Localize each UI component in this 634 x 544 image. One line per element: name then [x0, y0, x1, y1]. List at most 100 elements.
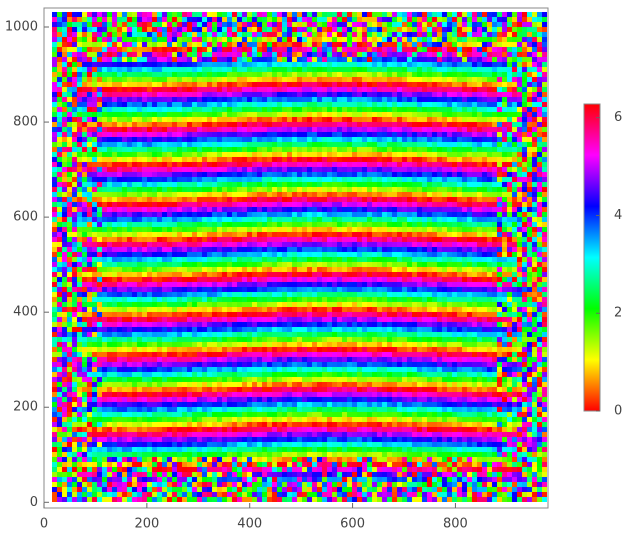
phase-cell [202, 172, 207, 177]
phase-cell [347, 257, 352, 262]
phase-cell [222, 157, 227, 162]
phase-cell [267, 127, 272, 132]
phase-cell [207, 147, 212, 152]
phase-cell [67, 122, 72, 127]
phase-cell [52, 127, 57, 132]
phase-cell [162, 187, 167, 192]
phase-cell [317, 137, 322, 142]
phase-cell [327, 237, 332, 242]
phase-cell [202, 57, 207, 62]
phase-cell [252, 67, 257, 72]
phase-cell [357, 177, 362, 182]
phase-cell [242, 137, 247, 142]
phase-cell [507, 62, 512, 67]
phase-cell [497, 27, 502, 32]
phase-cell [257, 127, 262, 132]
phase-cell [127, 232, 132, 237]
phase-cell [447, 12, 452, 17]
phase-cell [497, 207, 502, 212]
phase-cell [402, 257, 407, 262]
phase-cell [247, 67, 252, 72]
phase-cell [537, 252, 542, 257]
phase-cell [177, 227, 182, 232]
phase-cell [222, 242, 227, 247]
phase-cell [117, 77, 122, 82]
phase-cell [322, 92, 327, 97]
phase-cell [72, 257, 77, 262]
phase-cell [162, 237, 167, 242]
phase-cell [127, 252, 132, 257]
phase-cell [217, 172, 222, 177]
phase-cell [122, 52, 127, 57]
phase-cell [522, 77, 527, 82]
phase-cell [502, 77, 507, 82]
phase-cell [127, 37, 132, 42]
phase-cell [297, 197, 302, 202]
phase-cell [97, 137, 102, 142]
phase-cell [87, 102, 92, 107]
phase-cell [427, 42, 432, 47]
phase-cell [347, 162, 352, 167]
phase-cell [302, 167, 307, 172]
phase-cell [87, 252, 92, 257]
phase-cell [92, 247, 97, 252]
phase-cell [257, 42, 262, 47]
phase-cell [457, 182, 462, 187]
phase-cell [297, 217, 302, 222]
phase-cell [237, 232, 242, 237]
phase-cell [437, 147, 442, 152]
phase-cell [497, 187, 502, 192]
phase-cell [147, 97, 152, 102]
phase-cell [382, 47, 387, 52]
phase-cell [157, 182, 162, 187]
phase-cell [412, 82, 417, 87]
phase-cell [102, 17, 107, 22]
phase-cell [432, 97, 437, 102]
phase-cell [127, 197, 132, 202]
phase-cell [297, 137, 302, 142]
phase-cell [442, 222, 447, 227]
phase-cell [297, 37, 302, 42]
phase-cell [367, 102, 372, 107]
phase-cell [382, 242, 387, 247]
phase-cell [312, 182, 317, 187]
phase-cell [412, 22, 417, 27]
phase-cell [252, 242, 257, 247]
phase-cell [542, 47, 547, 52]
phase-cell [437, 177, 442, 182]
phase-cell [167, 262, 172, 267]
phase-cell [327, 67, 332, 72]
phase-cell [247, 117, 252, 122]
phase-cell [357, 87, 362, 92]
phase-cell [497, 172, 502, 177]
phase-cell [412, 157, 417, 162]
phase-cell [257, 222, 262, 227]
phase-cell [187, 97, 192, 102]
phase-cell [442, 202, 447, 207]
phase-cell [312, 192, 317, 197]
phase-cell [197, 182, 202, 187]
phase-cell [307, 37, 312, 42]
phase-cell [127, 162, 132, 167]
phase-cell [362, 27, 367, 32]
phase-cell [82, 87, 87, 92]
phase-cell [197, 157, 202, 162]
phase-cell [447, 112, 452, 117]
phase-cell [112, 57, 117, 62]
phase-cell [72, 182, 77, 187]
phase-cell [97, 67, 102, 72]
phase-cell [252, 237, 257, 242]
phase-cell [117, 207, 122, 212]
phase-cell [492, 222, 497, 227]
phase-cell [457, 177, 462, 182]
phase-cell [187, 117, 192, 122]
phase-cell [257, 97, 262, 102]
phase-cell [142, 232, 147, 237]
phase-cell [427, 82, 432, 87]
phase-cell [102, 37, 107, 42]
phase-cell [332, 237, 337, 242]
phase-cell [57, 247, 62, 252]
phase-cell [492, 227, 497, 232]
phase-cell [512, 247, 517, 252]
phase-cell [182, 237, 187, 242]
